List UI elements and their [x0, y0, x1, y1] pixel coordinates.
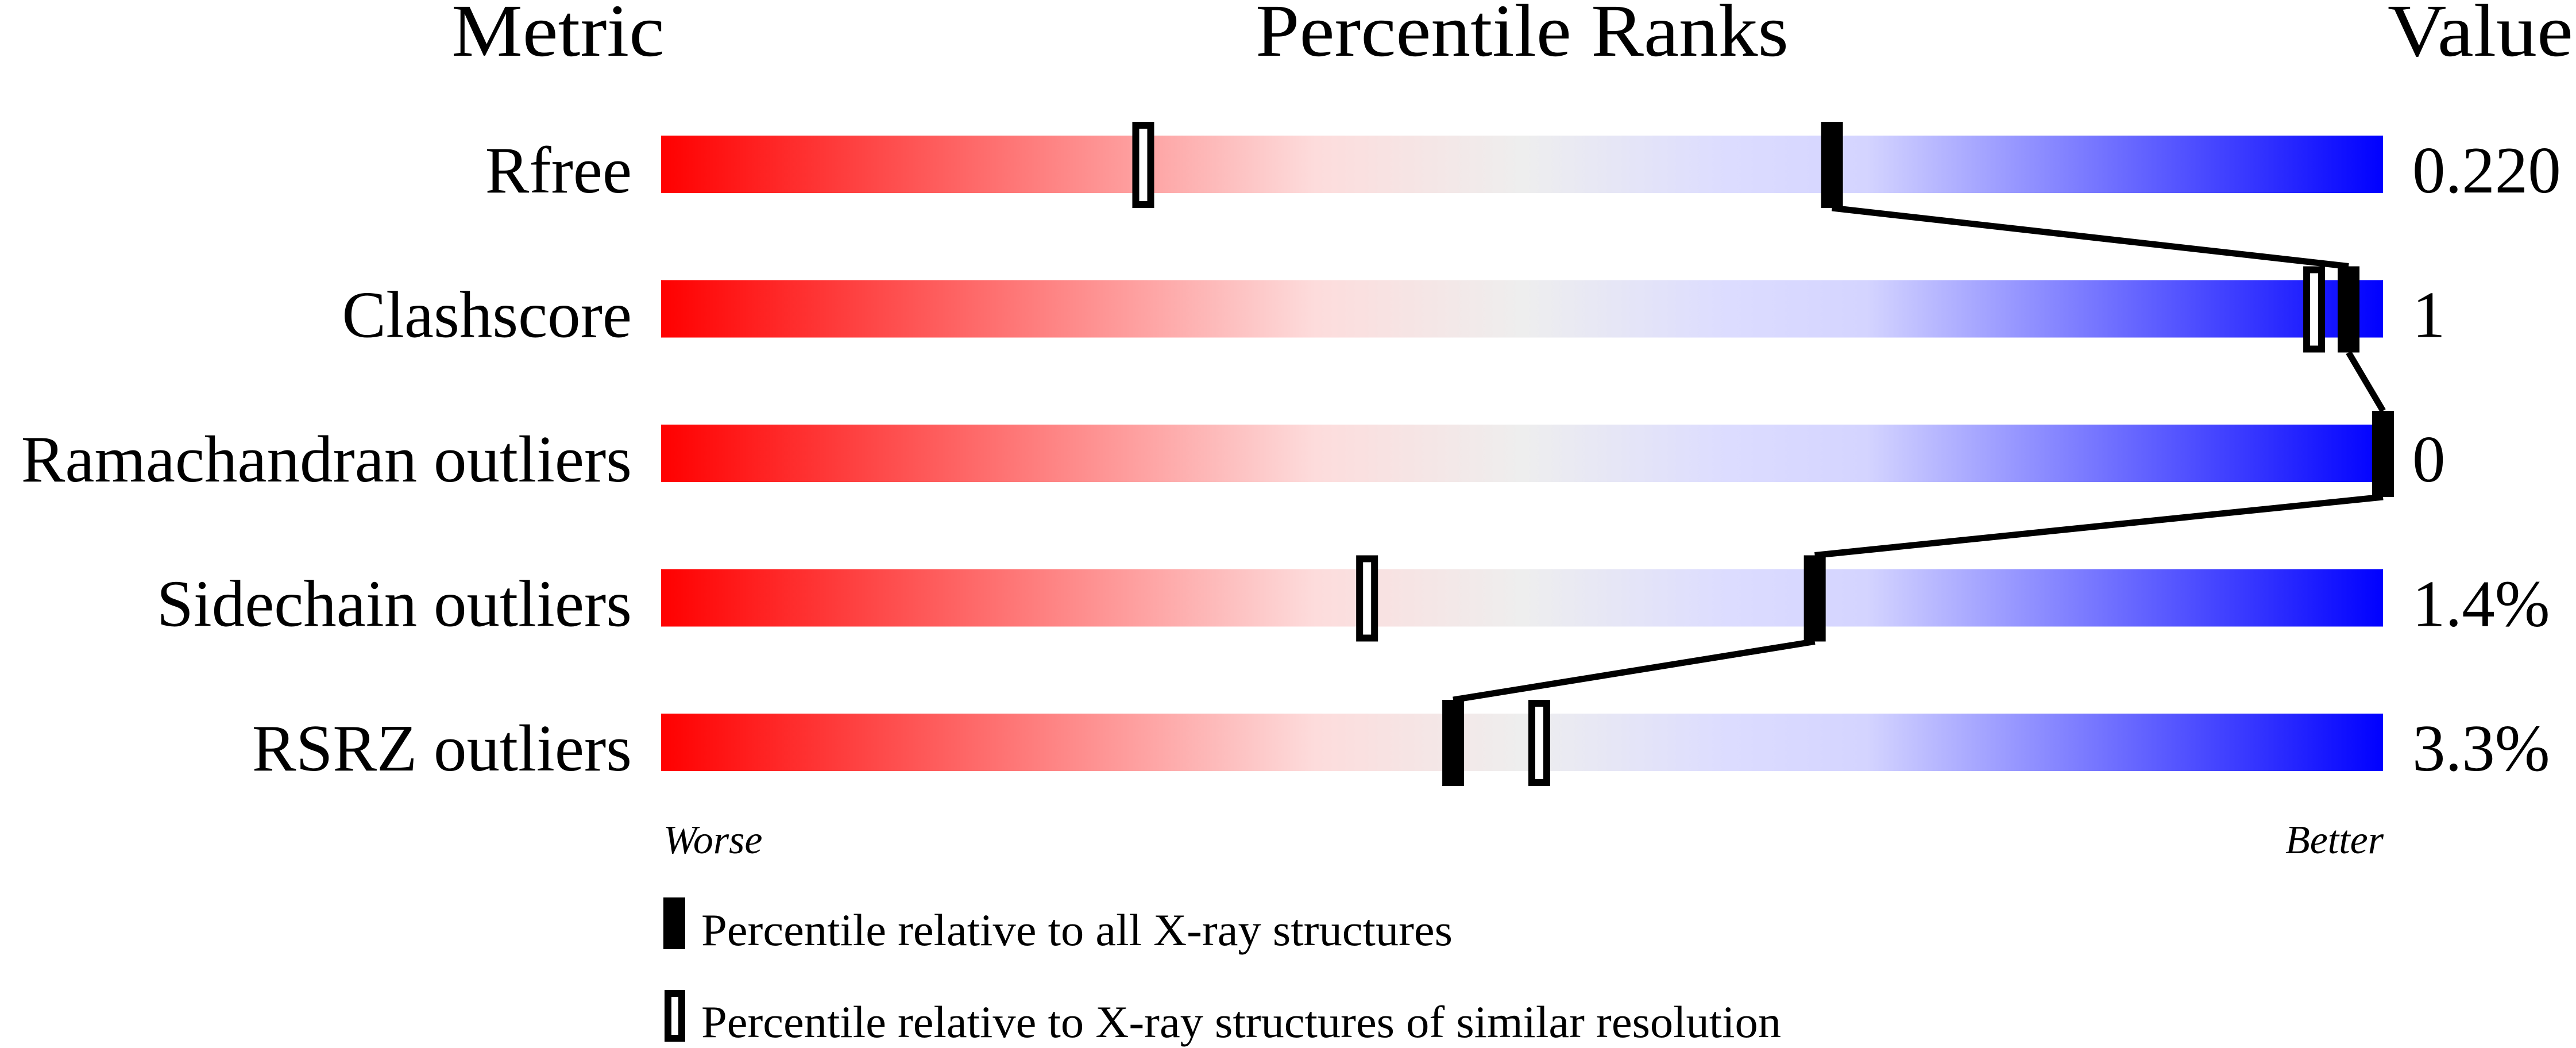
header-value: Value — [2388, 0, 2573, 72]
header-percentile-ranks: Percentile Ranks — [1256, 0, 1789, 72]
metric-value: 1 — [2412, 279, 2446, 352]
legend-filled-marker — [663, 897, 685, 949]
metric-label: Sidechain outliers — [157, 568, 632, 641]
metric-label: RSRZ outliers — [252, 712, 632, 785]
marker-similar-resolution — [1528, 700, 1550, 786]
connector-line — [1453, 638, 1816, 703]
metric-label: Clashscore — [342, 279, 632, 352]
legend-hollow-marker — [665, 990, 685, 1042]
marker-all-structures — [1821, 122, 1843, 208]
percentile-bar — [661, 714, 2383, 771]
metric-value: 0.220 — [2412, 134, 2561, 207]
percentile-bar — [661, 569, 2383, 627]
marker-similar-resolution — [2303, 266, 2326, 353]
metric-value: 1.4% — [2412, 568, 2550, 641]
marker-all-structures — [1803, 555, 1826, 642]
connector-line — [1814, 494, 2384, 558]
connector-line — [1832, 205, 2349, 269]
marker-all-structures — [2338, 266, 2360, 353]
percentile-bar — [661, 425, 2383, 482]
marker-all-structures — [1442, 700, 1465, 786]
metric-label: Rfree — [485, 134, 632, 207]
legend-similar-label: Percentile relative to X-ray structures … — [701, 997, 1781, 1047]
marker-all-structures — [2372, 411, 2394, 497]
marker-similar-resolution — [1132, 122, 1154, 208]
axis-label-worse: Worse — [663, 818, 762, 862]
percentile-bar — [661, 280, 2383, 338]
metric-value: 3.3% — [2412, 712, 2550, 785]
header-metric: Metric — [451, 0, 665, 72]
metric-label: Ramachandran outliers — [21, 423, 632, 496]
legend-all-label: Percentile relative to all X-ray structu… — [701, 905, 1453, 955]
metric-value: 0 — [2412, 423, 2446, 496]
percentile-bar — [661, 136, 2383, 193]
marker-similar-resolution — [1356, 555, 1378, 642]
axis-label-better: Better — [2285, 818, 2384, 862]
connector-line — [2346, 350, 2386, 413]
